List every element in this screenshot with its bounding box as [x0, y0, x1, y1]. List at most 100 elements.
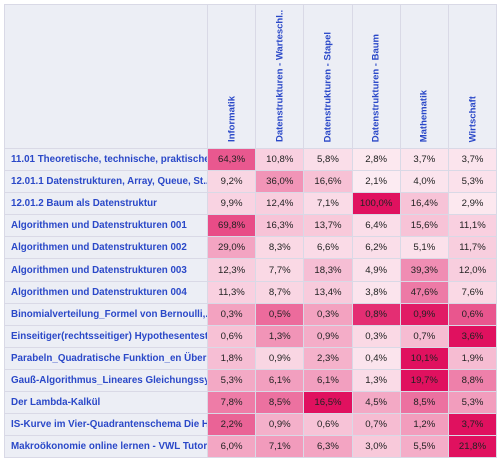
heatmap-cell[interactable]: 6,6% [304, 237, 352, 259]
heatmap-cell[interactable]: 12,0% [448, 259, 496, 281]
heatmap-cell[interactable]: 5,5% [400, 436, 448, 458]
heatmap-cell[interactable]: 13,7% [304, 215, 352, 237]
heatmap-cell[interactable]: 0,4% [352, 347, 400, 369]
row-label[interactable]: IS-Kurve im Vier-Quadrantenschema Die H.… [5, 414, 208, 436]
row-label[interactable]: Gauß-Algorithmus_Lineares Gleichungssyst… [5, 369, 208, 391]
row-label[interactable]: Makroökonomie online lernen - VWL Tutor.… [5, 436, 208, 458]
heatmap-cell[interactable]: 4,0% [400, 171, 448, 193]
heatmap-cell[interactable]: 6,3% [304, 436, 352, 458]
heatmap-cell[interactable]: 0,3% [208, 303, 256, 325]
heatmap-cell[interactable]: 16,4% [400, 193, 448, 215]
heatmap-cell[interactable]: 69,8% [208, 215, 256, 237]
heatmap-cell[interactable]: 6,4% [352, 215, 400, 237]
heatmap-cell[interactable]: 8,3% [256, 237, 304, 259]
heatmap-cell[interactable]: 8,7% [256, 281, 304, 303]
heatmap-cell[interactable]: 0,6% [448, 303, 496, 325]
heatmap-cell[interactable]: 8,5% [400, 392, 448, 414]
heatmap-cell[interactable]: 7,1% [304, 193, 352, 215]
heatmap-cell[interactable]: 0,9% [256, 414, 304, 436]
heatmap-cell[interactable]: 1,2% [400, 414, 448, 436]
column-header-mathematik[interactable]: Mathematik [400, 5, 448, 149]
heatmap-cell[interactable]: 29,0% [208, 237, 256, 259]
row-label[interactable]: Einseitiger(rechtsseitiger) Hypothesente… [5, 325, 208, 347]
heatmap-cell[interactable]: 5,1% [400, 237, 448, 259]
heatmap-cell[interactable]: 47,6% [400, 281, 448, 303]
heatmap-cell[interactable]: 6,1% [256, 369, 304, 391]
heatmap-cell[interactable]: 8,8% [448, 369, 496, 391]
heatmap-cell[interactable]: 5,3% [208, 369, 256, 391]
heatmap-cell[interactable]: 10,8% [256, 149, 304, 171]
row-label[interactable]: 11.01 Theoretische, technische, praktisc… [5, 149, 208, 171]
heatmap-cell[interactable]: 6,0% [208, 436, 256, 458]
heatmap-cell[interactable]: 2,2% [208, 414, 256, 436]
heatmap-cell[interactable]: 1,9% [448, 347, 496, 369]
column-header-stapel[interactable]: Datenstrukturen - Stapel [304, 5, 352, 149]
heatmap-cell[interactable]: 1,3% [352, 369, 400, 391]
heatmap-cell[interactable]: 3,0% [352, 436, 400, 458]
heatmap-cell[interactable]: 13,4% [304, 281, 352, 303]
heatmap-cell[interactable]: 1,8% [208, 347, 256, 369]
heatmap-cell[interactable]: 16,3% [256, 215, 304, 237]
column-header-wirtschaft[interactable]: Wirtschaft [448, 5, 496, 149]
column-header-warteschlange[interactable]: Datenstrukturen - Warteschl... [256, 5, 304, 149]
heatmap-cell[interactable]: 0,8% [352, 303, 400, 325]
row-label[interactable]: Algorithmen und Datenstrukturen 003 [5, 259, 208, 281]
heatmap-cell[interactable]: 10,1% [400, 347, 448, 369]
heatmap-cell[interactable]: 0,9% [304, 325, 352, 347]
row-label[interactable]: Binomialverteilung_Formel von Bernoulli,… [5, 303, 208, 325]
column-header-informatik[interactable]: Informatik [208, 5, 256, 149]
heatmap-cell[interactable]: 19,7% [400, 369, 448, 391]
heatmap-cell[interactable]: 64,3% [208, 149, 256, 171]
heatmap-cell[interactable]: 7,6% [448, 281, 496, 303]
row-label[interactable]: Algorithmen und Datenstrukturen 004 [5, 281, 208, 303]
heatmap-cell[interactable]: 8,5% [256, 392, 304, 414]
heatmap-cell[interactable]: 3,6% [448, 325, 496, 347]
row-label[interactable]: 12.01.1 Datenstrukturen, Array, Queue, S… [5, 171, 208, 193]
heatmap-cell[interactable]: 100,0% [352, 193, 400, 215]
heatmap-cell[interactable]: 11,3% [208, 281, 256, 303]
heatmap-cell[interactable]: 3,8% [352, 281, 400, 303]
heatmap-cell[interactable]: 18,3% [304, 259, 352, 281]
heatmap-cell[interactable]: 2,3% [304, 347, 352, 369]
heatmap-cell[interactable]: 2,1% [352, 171, 400, 193]
heatmap-cell[interactable]: 0,9% [400, 303, 448, 325]
row-label[interactable]: Der Lambda-Kalkül [5, 392, 208, 414]
heatmap-cell[interactable]: 6,2% [352, 237, 400, 259]
heatmap-cell[interactable]: 0,3% [352, 325, 400, 347]
heatmap-cell[interactable]: 9,2% [208, 171, 256, 193]
heatmap-cell[interactable]: 4,9% [352, 259, 400, 281]
heatmap-cell[interactable]: 16,5% [304, 392, 352, 414]
heatmap-cell[interactable]: 21,8% [448, 436, 496, 458]
heatmap-cell[interactable]: 15,6% [400, 215, 448, 237]
heatmap-cell[interactable]: 6,1% [304, 369, 352, 391]
heatmap-cell[interactable]: 0,6% [304, 414, 352, 436]
heatmap-cell[interactable]: 3,7% [448, 149, 496, 171]
row-label[interactable]: Parabeln_Quadratische Funktion_en Übers.… [5, 347, 208, 369]
heatmap-cell[interactable]: 12,3% [208, 259, 256, 281]
heatmap-cell[interactable]: 4,5% [352, 392, 400, 414]
heatmap-cell[interactable]: 2,9% [448, 193, 496, 215]
heatmap-cell[interactable]: 16,6% [304, 171, 352, 193]
heatmap-cell[interactable]: 2,8% [352, 149, 400, 171]
heatmap-cell[interactable]: 0,3% [304, 303, 352, 325]
heatmap-cell[interactable]: 3,7% [400, 149, 448, 171]
column-header-baum[interactable]: Datenstrukturen - Baum [352, 5, 400, 149]
row-label[interactable]: 12.01.2 Baum als Datenstruktur [5, 193, 208, 215]
heatmap-cell[interactable]: 9,9% [208, 193, 256, 215]
heatmap-cell[interactable]: 0,7% [400, 325, 448, 347]
heatmap-cell[interactable]: 7,8% [208, 392, 256, 414]
heatmap-cell[interactable]: 5,3% [448, 392, 496, 414]
row-label[interactable]: Algorithmen und Datenstrukturen 001 [5, 215, 208, 237]
heatmap-cell[interactable]: 12,4% [256, 193, 304, 215]
heatmap-cell[interactable]: 5,8% [304, 149, 352, 171]
heatmap-cell[interactable]: 0,6% [208, 325, 256, 347]
heatmap-cell[interactable]: 36,0% [256, 171, 304, 193]
row-label[interactable]: Algorithmen und Datenstrukturen 002 [5, 237, 208, 259]
heatmap-cell[interactable]: 7,7% [256, 259, 304, 281]
heatmap-cell[interactable]: 3,7% [448, 414, 496, 436]
heatmap-cell[interactable]: 5,3% [448, 171, 496, 193]
heatmap-cell[interactable]: 1,3% [256, 325, 304, 347]
heatmap-cell[interactable]: 39,3% [400, 259, 448, 281]
heatmap-cell[interactable]: 0,7% [352, 414, 400, 436]
heatmap-cell[interactable]: 11,7% [448, 237, 496, 259]
